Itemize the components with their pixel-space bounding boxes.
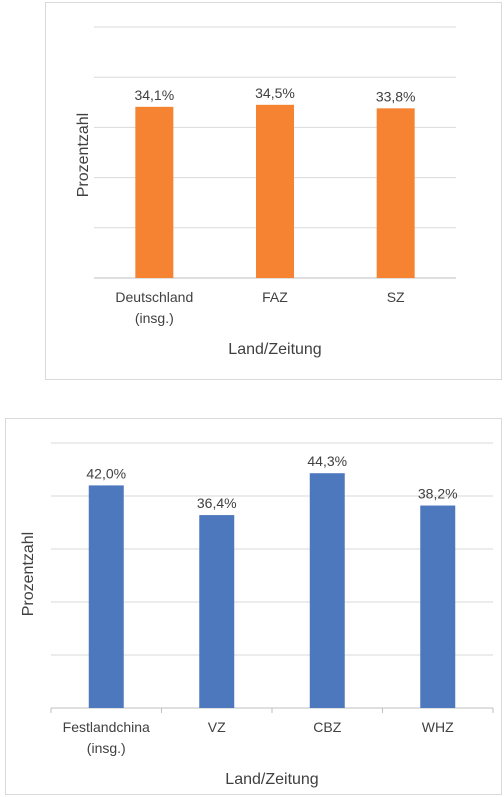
bar	[309, 473, 345, 708]
x-tick-label: (insg.)	[135, 310, 174, 326]
y-axis-title: Prozentzahl	[20, 532, 37, 617]
bar	[256, 104, 294, 278]
x-tick-label: FAZ	[262, 289, 288, 305]
bar-chart-germany: 34,1% Deutschland (insg.) 34,5% FAZ 33,8% SZ La…	[75, 26, 456, 358]
data-label: 34,1%	[134, 87, 174, 103]
data-label: 36,4%	[197, 495, 237, 511]
data-label: 34,5%	[255, 85, 295, 101]
x-axis-title: Land/Zeitung	[225, 771, 318, 788]
data-label: 38,2%	[418, 486, 458, 502]
chart-panel-germany: 34,1% Deutschland (insg.) 34,5% FAZ 33,8% SZ La…	[45, 2, 502, 380]
data-label: 42,0%	[86, 465, 126, 481]
x-tick-label: (insg.)	[87, 740, 126, 756]
bar	[135, 106, 174, 279]
bar	[376, 108, 415, 278]
data-label: 44,3%	[307, 453, 347, 469]
chart-panel-china: 42,0% Festlandchina (insg.) 36,4% VZ 44,3% CBZ…	[5, 418, 502, 795]
y-axis-title: Prozentzahl	[75, 113, 92, 198]
x-tick-label: CBZ	[313, 719, 341, 735]
x-tick-label: Festlandchina	[63, 719, 150, 735]
x-tick-label: Deutschland	[115, 289, 193, 305]
x-tick-label: WHZ	[422, 719, 454, 735]
bar-chart-china: 42,0% Festlandchina (insg.) 36,4% VZ 44,3% CBZ…	[20, 442, 494, 788]
x-tick-label: SZ	[387, 289, 405, 305]
bar	[420, 505, 456, 708]
bar	[88, 485, 124, 708]
data-label: 33,8%	[376, 88, 416, 104]
bar	[199, 515, 235, 708]
x-axis-title: Land/Zeitung	[228, 341, 321, 358]
x-tick-label: VZ	[208, 719, 226, 735]
